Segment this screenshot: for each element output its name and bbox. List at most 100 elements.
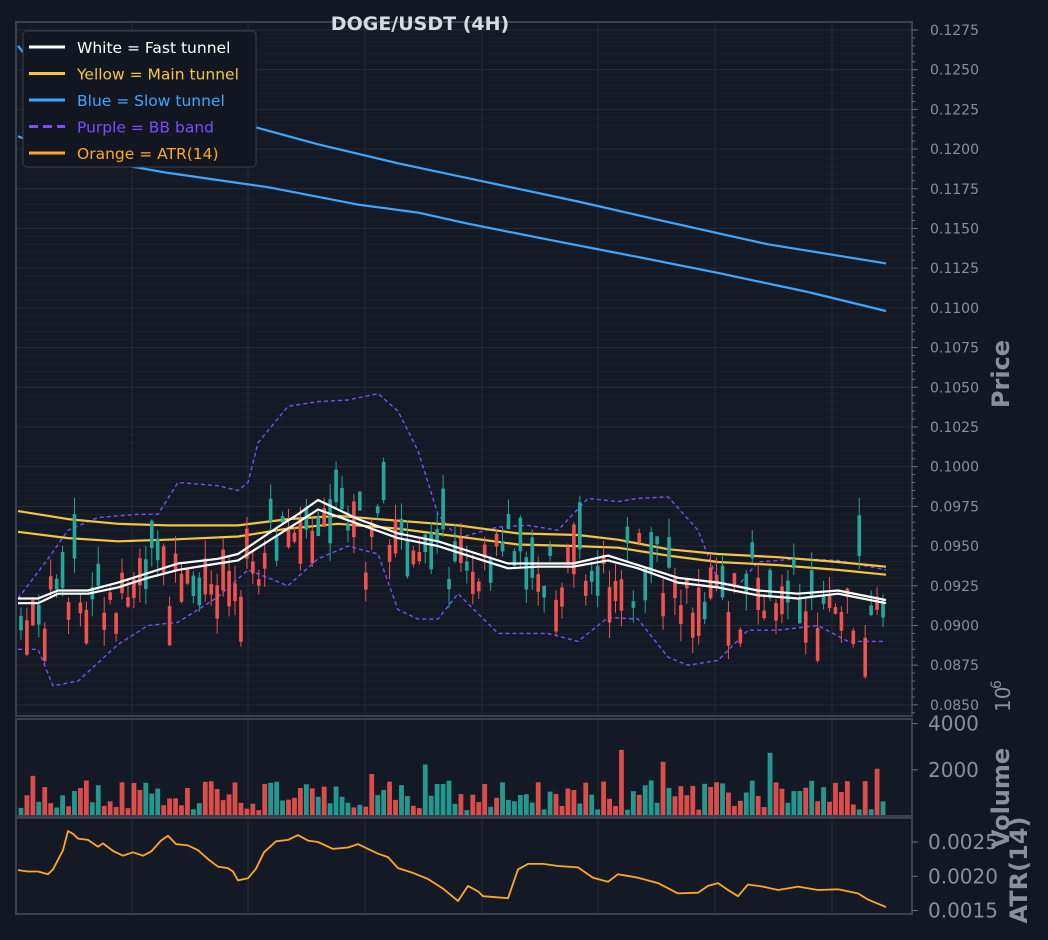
- candle-body: [690, 612, 695, 638]
- volume-bar: [708, 787, 714, 816]
- volume-bar: [89, 802, 95, 816]
- volume-tick-label: 4000: [928, 712, 979, 736]
- volume-bar: [220, 800, 226, 816]
- volume-bar: [523, 794, 529, 816]
- volume-bar: [666, 787, 672, 816]
- atr-axis-label: ATR(14): [1005, 817, 1033, 924]
- candle-body: [66, 602, 71, 620]
- price-tick-label: 0.1150: [930, 221, 979, 237]
- volume-bar: [309, 788, 315, 816]
- volume-bar: [743, 792, 749, 816]
- price-tick-label: 0.0850: [930, 698, 979, 714]
- candle-body: [25, 620, 29, 655]
- volume-bar: [619, 749, 624, 816]
- volume-bar: [613, 806, 618, 816]
- volume-bar: [48, 803, 54, 816]
- candle-body: [108, 592, 112, 600]
- candle-body: [756, 577, 760, 610]
- candle-body: [120, 572, 124, 594]
- candle-body: [488, 557, 493, 583]
- volume-tick-label: 2000: [928, 758, 979, 782]
- candle-body: [536, 574, 541, 592]
- atr-panel: [16, 818, 912, 914]
- candle-body: [42, 628, 47, 661]
- candle-body: [762, 610, 766, 619]
- price-tick-label: 0.1025: [930, 420, 979, 436]
- candle-body: [167, 606, 172, 646]
- volume-bar: [797, 791, 803, 816]
- volume-bar: [250, 803, 256, 816]
- volume-bar: [268, 782, 274, 816]
- candle-body: [54, 578, 59, 590]
- candle-body: [673, 578, 677, 599]
- volume-bar: [101, 805, 107, 816]
- volume-bar: [856, 809, 862, 816]
- volume-bar: [839, 792, 844, 816]
- candle-body: [256, 579, 261, 586]
- candle-body: [554, 599, 558, 632]
- legend-box: [22, 30, 257, 168]
- candle-body: [792, 558, 796, 569]
- volume-bar: [850, 804, 856, 816]
- price-tick-label: 0.1100: [930, 301, 979, 317]
- candle-body: [387, 545, 392, 562]
- volume-bar: [399, 785, 404, 816]
- candle-body: [625, 526, 630, 544]
- volume-bar: [821, 787, 826, 816]
- candle-body: [239, 596, 243, 642]
- candle-body: [839, 611, 844, 631]
- candle-body: [381, 461, 386, 501]
- candle-body: [524, 557, 529, 590]
- candle-body: [262, 552, 267, 569]
- candle-body: [476, 581, 481, 592]
- volume-bar: [185, 787, 190, 816]
- candle-body: [494, 533, 499, 547]
- volume-bar: [161, 805, 167, 816]
- atr-tick-label: 0.0020: [928, 864, 998, 888]
- candle-body: [696, 587, 701, 636]
- candle-body: [601, 554, 606, 564]
- candle-body: [821, 596, 826, 604]
- volume-bar: [601, 781, 607, 816]
- volume-bar: [470, 794, 476, 816]
- price-tick-label: 0.1125: [930, 261, 979, 277]
- volume-bar: [78, 788, 83, 816]
- candle-body: [417, 551, 422, 562]
- volume-bar: [684, 795, 690, 816]
- candle-body: [138, 558, 142, 586]
- candle-body: [155, 538, 160, 561]
- candle-body: [679, 605, 683, 625]
- candle-body: [786, 580, 790, 603]
- candle-body: [209, 584, 214, 595]
- candle-body: [102, 612, 107, 630]
- candle-body: [465, 561, 469, 571]
- candle-body: [542, 585, 546, 598]
- volume-bar: [119, 782, 125, 816]
- volume-bar: [369, 773, 375, 816]
- candle-body: [114, 613, 118, 634]
- volume-bar: [791, 791, 797, 816]
- price-tick-label: 0.1225: [930, 102, 979, 118]
- candle-body: [375, 506, 380, 514]
- price-tick-label: 0.1175: [930, 182, 979, 198]
- atr-line: [17, 830, 887, 908]
- volume-bar: [785, 802, 791, 816]
- volume-bar: [60, 795, 65, 816]
- candle-body: [869, 605, 873, 616]
- volume-bar: [476, 802, 482, 816]
- legend: White = Fast tunnel Yellow = Main tunnel B…: [22, 30, 257, 168]
- volume-bar: [333, 786, 339, 816]
- volume-bar: [286, 799, 291, 816]
- volume-bar: [702, 783, 708, 816]
- volume-bar: [303, 784, 309, 816]
- volume-bar: [583, 782, 589, 816]
- candle-body: [548, 546, 552, 556]
- volume-bar: [654, 802, 660, 816]
- legend-label: Orange = ATR(14): [77, 145, 219, 163]
- svg-text:10: 10: [991, 687, 1015, 712]
- volume-bar: [321, 786, 327, 816]
- price-tick-label: 0.0875: [930, 658, 979, 674]
- candle-body: [714, 574, 719, 588]
- candle-body: [280, 516, 285, 523]
- price-axis: 0.0850 0.0875 0.0900 0.0925 0.0950 0.0975 0.10…: [912, 23, 979, 714]
